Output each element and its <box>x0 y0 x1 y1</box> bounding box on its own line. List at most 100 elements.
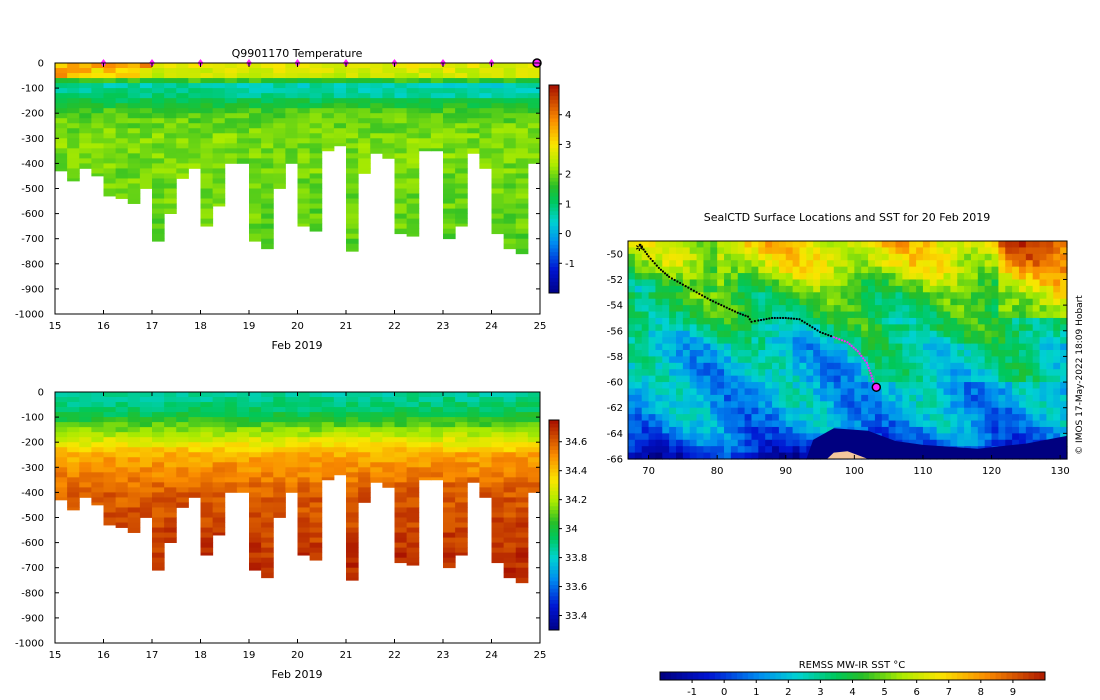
colorbar-tick-label: 34 <box>565 524 578 535</box>
section-cell <box>103 427 117 433</box>
section-cell <box>212 507 226 513</box>
section-cell <box>346 517 359 523</box>
sst-cell <box>703 439 711 447</box>
sst-cell <box>1005 375 1013 383</box>
sst-cell <box>655 394 663 402</box>
section-cell <box>200 497 214 503</box>
section-cell <box>127 407 141 413</box>
section-cell <box>346 472 359 478</box>
sst-cell <box>984 285 993 293</box>
colorbar-segment <box>549 203 559 209</box>
section-cell <box>152 527 165 533</box>
track-point <box>746 315 750 318</box>
sst-cell <box>957 330 965 338</box>
sst-cell <box>1025 433 1034 441</box>
sst-cell <box>1046 433 1054 441</box>
sst-cell <box>1046 279 1054 287</box>
section-cell <box>176 138 189 144</box>
section-cell <box>164 432 177 438</box>
sst-cell <box>1005 253 1013 261</box>
section-cell <box>285 103 298 109</box>
sst-cell <box>744 253 753 261</box>
section-cell <box>443 432 456 438</box>
section-cell <box>91 417 104 423</box>
sst-cell <box>1005 382 1013 390</box>
section-cell <box>273 103 286 109</box>
section-cell <box>406 133 420 139</box>
section-cell <box>406 108 420 114</box>
sst-cell <box>970 292 979 300</box>
section-cell <box>370 442 383 448</box>
section-cell <box>261 462 274 468</box>
section-cell <box>309 68 323 74</box>
section-cell <box>430 457 444 463</box>
sst-cell <box>1053 375 1061 383</box>
sst-cell <box>1060 369 1068 377</box>
section-cell <box>164 133 177 139</box>
section-cell <box>370 138 383 144</box>
colorbar-segment <box>549 588 559 593</box>
y-tick-label: -100 <box>21 84 44 95</box>
sst-cell <box>964 420 972 428</box>
section-cell <box>309 178 323 184</box>
section-cell <box>152 158 165 164</box>
section-cell <box>103 118 117 124</box>
sst-cell <box>895 426 903 434</box>
section-cell <box>430 417 444 423</box>
section-cell <box>164 512 177 518</box>
section-cell <box>382 452 395 458</box>
section-cell <box>479 417 492 423</box>
sst-cell <box>964 414 972 422</box>
recent-track-point <box>854 348 857 351</box>
sst-cell <box>991 426 1000 434</box>
sst-cell <box>792 337 801 345</box>
sst-cell <box>991 433 1000 441</box>
sst-cell <box>909 285 917 293</box>
section-cell <box>394 537 408 543</box>
section-cell <box>79 118 92 124</box>
section-cell <box>67 437 80 443</box>
sst-cell <box>682 285 691 293</box>
sst-cell <box>648 241 657 249</box>
section-cell <box>249 173 262 179</box>
sst-cell <box>895 305 903 313</box>
sst-cell <box>895 241 903 249</box>
sst-cell <box>758 446 766 454</box>
sst-cell <box>902 343 910 351</box>
sst-cell <box>1018 375 1027 383</box>
sst-cell <box>868 324 876 332</box>
sst-cell <box>950 337 958 345</box>
section-cell <box>443 482 456 488</box>
section-cell <box>346 223 359 230</box>
sst-cell <box>778 317 787 325</box>
sst-cell <box>1053 285 1061 293</box>
section-cell <box>443 527 456 533</box>
section-cell <box>200 213 214 220</box>
sst-cell <box>909 362 917 370</box>
sst-cell <box>902 407 910 415</box>
section-cell <box>358 412 371 418</box>
sst-cell <box>881 382 890 390</box>
sst-cell <box>998 369 1006 377</box>
sst-cell <box>628 285 636 293</box>
section-cell <box>55 397 68 403</box>
section-cell <box>479 163 492 169</box>
sst-cell <box>792 298 801 306</box>
sst-cell <box>888 388 897 396</box>
section-cell <box>297 208 311 214</box>
sst-cell <box>778 311 787 319</box>
section-cell <box>455 133 468 139</box>
section-cell <box>261 542 274 549</box>
section-cell <box>152 447 165 453</box>
sst-cell <box>751 292 759 300</box>
sst-cell <box>710 375 718 383</box>
sst-cell <box>1025 414 1034 422</box>
sst-cell <box>991 394 1000 402</box>
sst-cell <box>820 285 828 293</box>
section-cell <box>297 412 311 418</box>
sst-cell <box>744 311 753 319</box>
colorbar-segment <box>549 461 559 466</box>
sst-cell <box>984 241 993 249</box>
sst-cell <box>669 330 677 338</box>
sst-cell <box>792 433 801 441</box>
